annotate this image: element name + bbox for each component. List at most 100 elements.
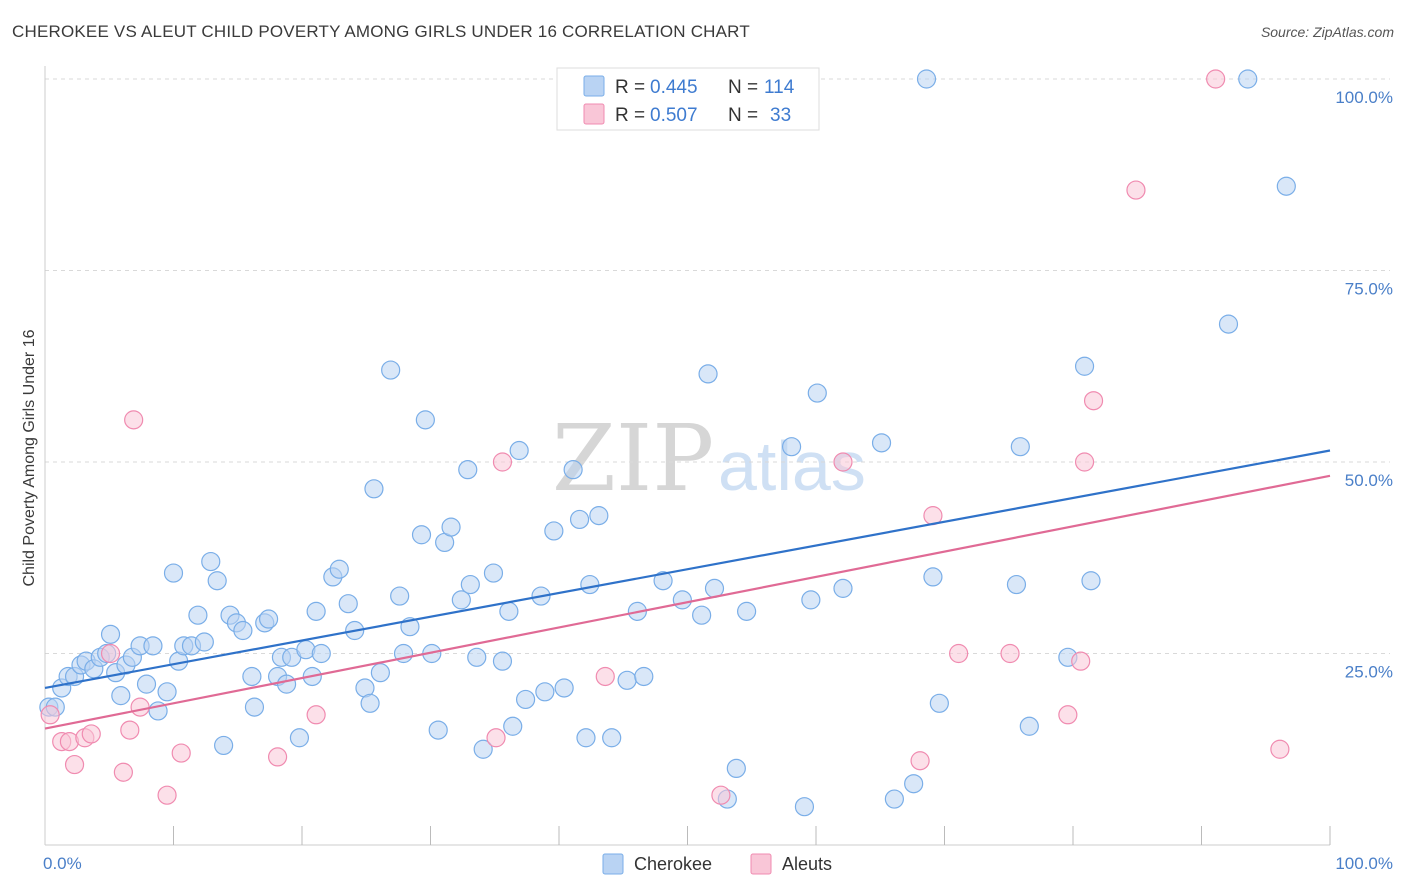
aleuts-point-17: [595, 666, 615, 687]
x-tick-label-max: 100.0%: [1335, 854, 1393, 873]
legend-n-label-1: N =: [728, 77, 758, 98]
cherokee-point-84: [617, 670, 637, 690]
cherokee-point-40: [289, 728, 310, 748]
cherokee-point-19: [157, 682, 177, 702]
aleuts-point-13: [267, 747, 288, 767]
aleuts-point-25: [1071, 651, 1091, 671]
cherokee-point-12: [111, 686, 131, 706]
aleuts-point-27: [1083, 391, 1104, 411]
aleuts-point-28: [1126, 180, 1146, 200]
cherokee-point-110: [1074, 356, 1095, 376]
cherokee-point-100: [871, 433, 892, 453]
cherokee-point-57: [411, 525, 432, 545]
cherokee-point-112: [1218, 314, 1239, 334]
cherokee-point-95: [781, 437, 802, 457]
aleuts-point-14: [306, 705, 326, 725]
aleuts-point-16: [492, 452, 513, 472]
cherokee-point-105: [929, 693, 949, 713]
cherokee-point-90: [698, 364, 718, 384]
cherokee-point-68: [483, 563, 504, 583]
bottom-legend-swatch-cherokee: [602, 853, 624, 875]
cherokee-point-101: [884, 789, 904, 809]
aleuts-point-11: [157, 785, 177, 805]
cherokee-point-20: [163, 563, 184, 583]
aleuts-point-23: [1000, 643, 1020, 664]
cherokee-point-73: [515, 689, 536, 710]
legend-swatch-aleuts: [583, 103, 605, 125]
cherokee-point-54: [390, 586, 410, 606]
aleuts-trend-line: [44, 474, 1331, 730]
cherokee-point-10: [100, 624, 121, 644]
cherokee-point-33: [244, 697, 265, 717]
chart-title: CHEROKEE VS ALEUT CHILD POVERTY AMONG GI…: [12, 22, 750, 41]
aleuts-point-22: [949, 643, 969, 664]
aleuts-point-0: [40, 705, 60, 725]
legend-r-label-2: R =: [615, 105, 645, 126]
aleuts-point-19: [833, 452, 853, 472]
cherokee-point-58: [415, 410, 435, 430]
source-label: Source: ZipAtlas.com: [1260, 24, 1394, 40]
cherokee-point-86: [634, 666, 654, 687]
cherokee-point-65: [460, 574, 480, 595]
cherokee-point-52: [370, 663, 390, 683]
cherokee-point-60: [428, 720, 448, 740]
cherokee-point-87: [653, 571, 673, 591]
cherokee-point-79: [569, 509, 590, 530]
cherokee-point-106: [1006, 574, 1027, 595]
legend: R = 0.445 N = 114 R = 0.507 N = 33: [556, 67, 820, 131]
grid-lines: [45, 78, 1390, 654]
aleuts-point-5: [81, 724, 101, 744]
cherokee-point-43: [306, 601, 326, 621]
cherokee-trend-line: [44, 449, 1331, 690]
aleuts-point-6: [100, 643, 121, 664]
cherokee-point-83: [602, 728, 622, 748]
aleuts-point-29: [1206, 69, 1226, 89]
cherokee-point-81: [580, 574, 600, 595]
cherokee-point-28: [214, 735, 234, 756]
cherokee-point-75: [535, 682, 555, 702]
cherokee-point-53: [381, 360, 401, 380]
x-axis-ticks: [173, 826, 1331, 845]
cherokee-point-50: [360, 693, 380, 713]
cherokee-point-26: [201, 551, 221, 572]
legend-r-value-1: 0.445: [650, 77, 698, 98]
y-tick-label-75: 75.0%: [1345, 280, 1393, 299]
y-tick-label-25: 25.0%: [1345, 663, 1393, 682]
legend-n-value-1: 114: [764, 77, 795, 98]
cherokee-point-25: [194, 632, 214, 652]
aleuts-point-24: [1058, 705, 1078, 725]
cherokee-point-102: [904, 774, 924, 794]
x-tick-label-min: 0.0%: [43, 854, 82, 873]
cherokee-point-96: [794, 797, 815, 817]
bottom-legend: Cherokee Aleuts: [602, 853, 832, 875]
cherokee-point-107: [1010, 437, 1030, 457]
cherokee-point-103: [916, 69, 937, 89]
y-tick-labels: 25.0% 50.0% 75.0% 100.0%: [1335, 88, 1393, 682]
aleuts-point-3: [64, 754, 85, 775]
aleuts-point-18: [711, 785, 731, 805]
cherokee-point-114: [1276, 176, 1296, 196]
bottom-legend-swatch-aleuts: [750, 853, 772, 875]
series-aleuts-points: [40, 69, 1290, 805]
cherokee-point-104: [923, 567, 943, 587]
cherokee-point-76: [544, 521, 564, 541]
cherokee-point-35: [258, 609, 279, 629]
cherokee-point-111: [1081, 571, 1101, 591]
cherokee-point-27: [207, 571, 227, 591]
aleuts-point-10: [130, 697, 150, 717]
legend-n-label-2: N =: [728, 105, 758, 126]
cherokee-point-80: [576, 728, 596, 748]
bottom-legend-label-cherokee: Cherokee: [634, 854, 712, 874]
cherokee-point-44: [311, 643, 331, 664]
cherokee-point-51: [364, 479, 384, 499]
cherokee-point-98: [807, 383, 827, 403]
legend-swatch-cherokee: [583, 75, 605, 97]
aleuts-point-8: [120, 720, 140, 740]
trend-lines: [44, 449, 1331, 730]
aleuts-point-15: [486, 728, 506, 748]
cherokee-point-46: [329, 559, 349, 579]
cherokee-point-72: [509, 440, 529, 461]
aleuts-point-12: [171, 743, 191, 763]
legend-r-value-2: 0.507: [650, 105, 698, 126]
